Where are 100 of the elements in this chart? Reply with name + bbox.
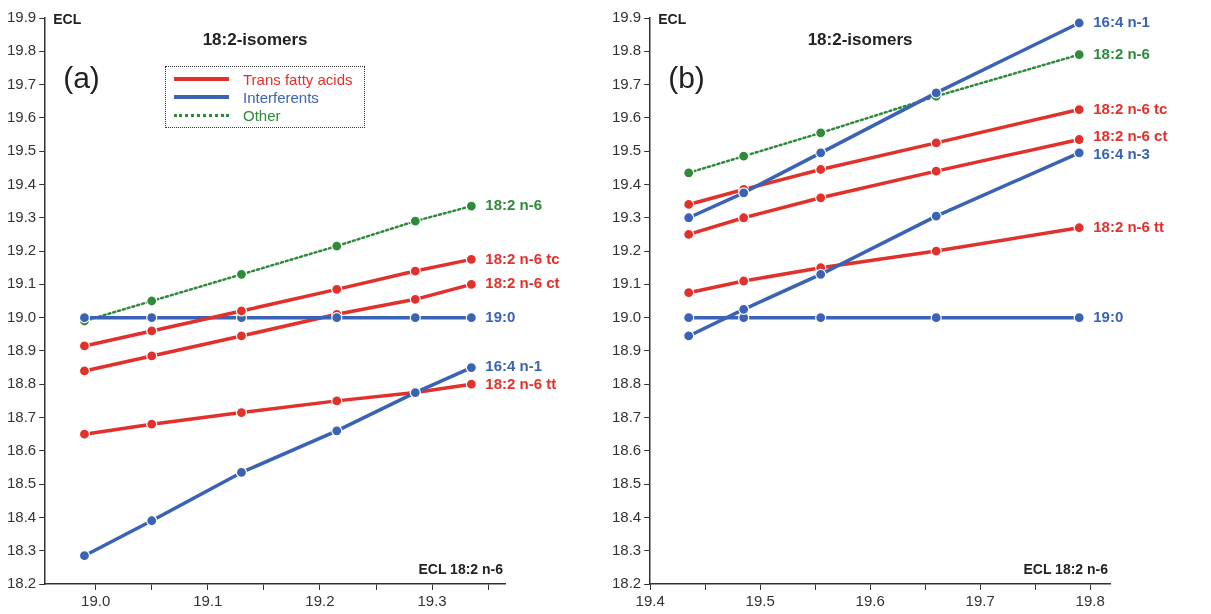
- annotation: Other: [243, 106, 281, 124]
- y-tick-label: 18.4: [611, 507, 642, 525]
- point: [738, 150, 750, 162]
- point: [78, 428, 91, 440]
- point: [235, 268, 248, 280]
- point: [331, 312, 343, 324]
- series-label: 18:2 n-6 tt: [485, 375, 557, 393]
- point: [409, 293, 421, 305]
- x-tick-label: 19.8: [1075, 592, 1105, 610]
- y-tick-label: 18.7: [611, 407, 642, 425]
- y-tick-label: 19.1: [6, 274, 37, 292]
- y-tick-label: 19.8: [6, 41, 37, 59]
- y-tick-label: 18.5: [6, 474, 37, 492]
- series-label: 16:4 n-1: [485, 357, 543, 375]
- point: [930, 137, 942, 149]
- point: [146, 515, 158, 527]
- point: [465, 278, 477, 290]
- y-tick-label: 18.2: [611, 574, 642, 592]
- x-tick-label: 19.4: [635, 592, 665, 610]
- series-label: 18:2 n-6 tt: [1093, 217, 1165, 235]
- point: [815, 192, 827, 204]
- series-label: 18:2 n-6 tc: [485, 249, 560, 267]
- series-label: 18:2 n-6 ct: [485, 274, 560, 292]
- y-tick-label: 19.5: [6, 141, 37, 159]
- point: [930, 210, 942, 222]
- series-label: 19:0: [1093, 307, 1124, 325]
- x-axis-title: ECL 18:2 n-6: [418, 560, 504, 577]
- y-axis-title: ECL: [53, 10, 82, 27]
- point: [815, 268, 827, 280]
- x-tick-label: 19.0: [81, 592, 111, 610]
- point: [146, 312, 158, 324]
- x-tick-label: 19.7: [965, 592, 995, 610]
- y-tick-label: 19.2: [6, 241, 37, 259]
- y-tick-label: 18.5: [611, 474, 642, 492]
- point: [465, 253, 477, 265]
- point: [331, 395, 343, 407]
- point: [409, 215, 421, 227]
- point: [815, 312, 827, 324]
- point: [235, 330, 248, 342]
- point: [1073, 147, 1085, 159]
- point: [1073, 312, 1085, 324]
- y-tick-label: 19.2: [611, 241, 642, 259]
- point: [930, 245, 942, 257]
- series-label: 18:2 n-6: [485, 196, 543, 214]
- series-label: 18:2 n-6: [1093, 44, 1150, 62]
- annotation: Trans fatty acids: [243, 70, 353, 88]
- point: [1073, 222, 1085, 234]
- point: [409, 265, 421, 277]
- y-tick-label: 18.3: [611, 540, 642, 558]
- x-tick-label: 19.3: [417, 592, 447, 610]
- y-tick-label: 18.3: [6, 540, 37, 558]
- text: 18:2-isomers: [807, 29, 913, 49]
- point: [738, 303, 750, 315]
- x-tick-label: 19.5: [745, 592, 775, 610]
- series-label: 19:0: [485, 307, 516, 325]
- y-tick-label: 18.9: [6, 341, 37, 359]
- y-tick-label: 19.6: [6, 108, 37, 126]
- point: [409, 312, 421, 324]
- y-tick-label: 18.9: [611, 341, 642, 359]
- y-tick-label: 18.4: [6, 507, 37, 525]
- y-tick-label: 19.0: [611, 307, 642, 325]
- point: [78, 365, 91, 377]
- y-tick-label: 19.4: [6, 174, 37, 192]
- y-tick-label: 19.9: [611, 8, 642, 26]
- x-axis-title: ECL 18:2 n-6: [1023, 560, 1109, 577]
- point: [146, 325, 158, 337]
- point: [1073, 18, 1085, 29]
- point: [146, 350, 158, 362]
- annotation: Interferents: [243, 88, 319, 106]
- y-tick-label: 19.7: [6, 74, 37, 92]
- y-tick-label: 19.3: [6, 207, 37, 225]
- point: [78, 340, 91, 352]
- point: [465, 312, 477, 324]
- annotation: (a): [63, 61, 100, 95]
- x-tick-label: 19.1: [193, 592, 223, 610]
- x-tick-label: 19.2: [305, 592, 335, 610]
- text: 18:2-isomers: [202, 29, 308, 49]
- y-tick-label: 19.0: [6, 307, 37, 325]
- y-axis-title: ECL: [658, 10, 687, 27]
- y-tick-label: 19.4: [611, 174, 642, 192]
- point: [738, 187, 750, 199]
- y-tick-label: 19.7: [611, 74, 642, 92]
- point: [683, 212, 695, 224]
- point: [815, 147, 827, 159]
- point: [146, 295, 158, 307]
- point: [146, 418, 158, 430]
- annotation: (b): [668, 61, 705, 95]
- point: [738, 275, 750, 287]
- point: [331, 240, 343, 252]
- point: [683, 167, 695, 179]
- series-label: 16:4 n-3: [1093, 145, 1150, 163]
- x-tick-label: 19.6: [855, 592, 885, 610]
- point: [331, 283, 343, 295]
- y-tick-label: 19.1: [611, 274, 642, 292]
- y-tick-label: 19.8: [611, 41, 642, 59]
- point: [683, 330, 695, 342]
- point: [738, 212, 750, 224]
- y-tick-label: 18.2: [6, 574, 37, 592]
- series-label: 16:4 n-1: [1093, 13, 1150, 31]
- y-tick-label: 19.6: [611, 108, 642, 126]
